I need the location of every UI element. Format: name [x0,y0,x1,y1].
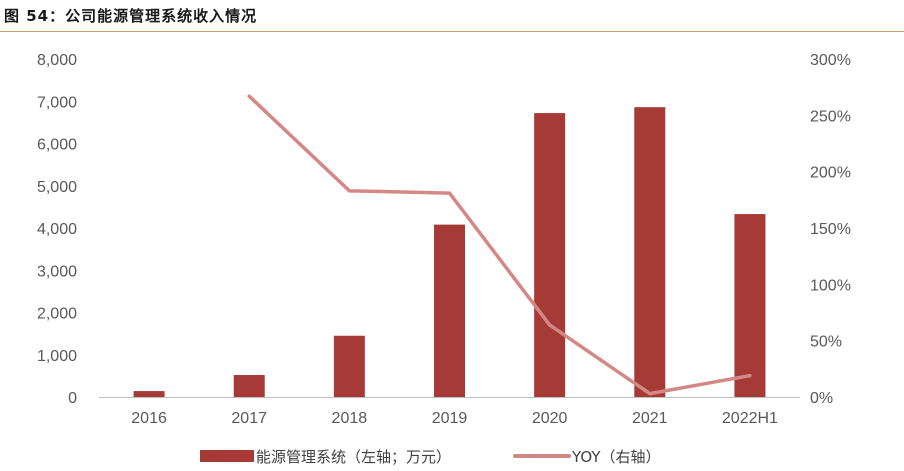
x-axis-tick-label: 2021 [632,410,668,427]
figure-header: 图 54：公司能源管理系统收入情况 [0,0,904,32]
yoy-point [448,191,451,195]
right-axis-tick-label: 0% [810,390,833,407]
legend-label-bar: 能源管理系统（左轴；万元） [256,448,451,466]
bar [734,214,766,397]
legend-label-line: YOY（右轴） [571,448,661,466]
bar [333,335,365,397]
left-axis-tick-label: 8,000 [37,52,77,69]
left-axis-tick-label: 6,000 [37,137,77,154]
right-axis-tick-label: 150% [810,221,851,238]
yoy-line [247,94,752,396]
left-axis-tick-label: 1,000 [37,348,77,365]
left-axis-tick-label: 0 [68,390,77,407]
yoy-point [548,323,552,327]
x-axis-tick-label: 2022H1 [722,410,778,427]
yoy-point [648,392,652,396]
right-axis-tick-label: 300% [810,52,851,69]
x-axis-tick-label: 2018 [332,410,368,427]
x-axis-tick-label: 2016 [131,410,167,427]
yoy-point [247,94,251,98]
figure-title: 图 54：公司能源管理系统收入情况 [4,7,258,25]
left-axis-tick-label: 5,000 [37,179,77,196]
bar [434,224,465,397]
title-divider [0,31,904,32]
x-axis-tick-label: 2019 [432,410,468,427]
bar [634,107,666,397]
left-axis-tick-label: 2,000 [37,306,77,323]
bar [233,375,265,397]
right-axis-tick-label: 100% [810,277,851,294]
yoy-point [347,189,351,193]
yoy-point [748,374,752,378]
right-axis-tick-label: 50% [810,334,842,351]
x-axis-tick-label: 2020 [532,410,568,427]
legend-swatch-bar [200,450,254,462]
bar [133,391,165,397]
right-axis-tick-label: 250% [810,108,851,125]
left-axis-tick-label: 7,000 [37,94,77,111]
x-axis-tick-label: 2017 [231,410,267,427]
right-axis-tick-label: 200% [810,165,851,182]
bar [534,113,566,397]
left-axis-tick-label: 4,000 [37,221,77,238]
left-axis-tick-label: 3,000 [37,263,77,280]
